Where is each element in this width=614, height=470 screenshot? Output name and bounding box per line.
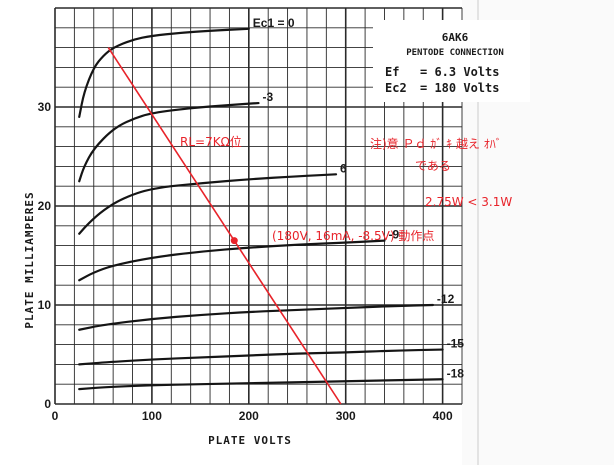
tick-labels: 0 100 200 300 400 0 10 20 30	[38, 100, 453, 423]
tube-type: 6AK6	[442, 31, 469, 44]
y-tick-label: 0	[44, 397, 51, 411]
load-line	[107, 47, 342, 405]
x-tick-label: 300	[336, 409, 356, 423]
x-tick-label: 100	[142, 409, 162, 423]
series-label-5: -12	[437, 292, 455, 306]
annotations: 注)意 Ｐｄ ｶﾞ ｷ 越え ｵﾊﾞ である 2.75W < 3.1W (180…	[180, 134, 512, 243]
y-axis-title: PLATE MILLIAMPERES	[23, 191, 36, 328]
series-line-3	[78, 173, 338, 235]
series-label-3: 6	[340, 161, 347, 175]
info-box-bg	[373, 20, 530, 102]
annotation-note-3: 2.75W < 3.1W	[425, 195, 512, 209]
series-line-4	[78, 239, 386, 282]
curves: Ec1 = 0 -3 6 -9 -12 -15 -18	[78, 16, 465, 391]
annotation-note-1: 注)意 Ｐｄ ｶﾞ ｷ 越え ｵﾊﾞ	[370, 136, 502, 151]
x-tick-label: 400	[433, 409, 453, 423]
series-label-7: -18	[447, 366, 465, 380]
series-line-6	[78, 348, 444, 366]
ec2-value: = 180 Volts	[420, 81, 499, 95]
series-label-1: Ec1 = 0	[253, 16, 295, 30]
series-line-7	[78, 378, 444, 391]
ec2-label: Ec2	[385, 81, 407, 95]
y-tick-label: 30	[38, 100, 52, 114]
series-line-5	[78, 303, 435, 331]
load-line-label: RL=7KΩ位	[180, 134, 242, 149]
operating-point	[230, 237, 238, 245]
ef-label: Ef	[385, 65, 399, 79]
series-label-6: -15	[447, 337, 465, 351]
annotation-note-4: (180V, 16mA, -8.5V) 動作点	[272, 229, 434, 243]
y-tick-label: 20	[38, 199, 52, 213]
x-tick-label: 0	[52, 409, 59, 423]
y-tick-label: 10	[38, 298, 52, 312]
series-label-2: -3	[263, 90, 274, 104]
info-box: 6AK6 PENTODE CONNECTION Ef = 6.3 Volts E…	[373, 20, 530, 102]
series-line-1	[78, 27, 250, 118]
series-line-2	[78, 101, 260, 183]
x-tick-label: 200	[239, 409, 259, 423]
ef-value: = 6.3 Volts	[420, 65, 499, 79]
load-line-group	[107, 47, 342, 405]
series-label-4: -9	[388, 228, 399, 242]
connection-type: PENTODE CONNECTION	[406, 48, 504, 58]
x-axis-title: PLATE VOLTS	[208, 434, 292, 447]
annotation-note-2: である	[415, 159, 451, 173]
